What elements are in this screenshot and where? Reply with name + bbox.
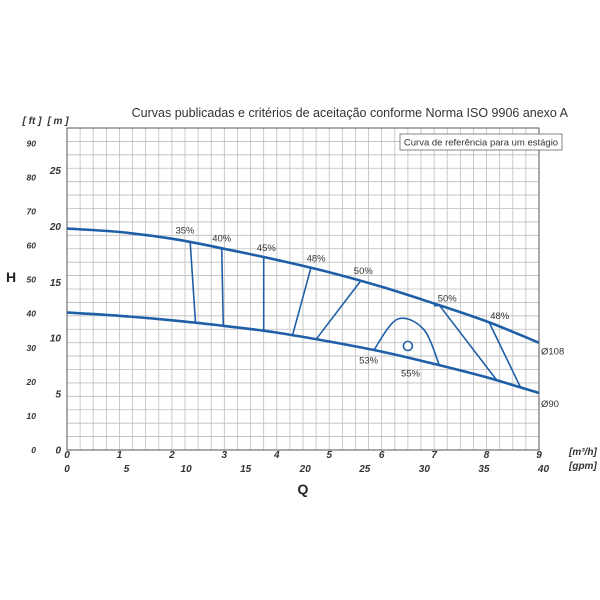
x-unit-m3h: [m³/h] [568, 447, 597, 458]
efficiency-line [315, 280, 362, 340]
x-tick-label-m3h: 4 [273, 450, 280, 461]
efficiency-line [488, 322, 522, 388]
chart-title: Curvas publicadas e critérios de aceitaç… [132, 106, 569, 120]
efficiency-line [189, 242, 197, 323]
plot-frame [66, 127, 540, 451]
legend-frame [399, 133, 563, 151]
y-tick-label-ft: 10 [27, 411, 37, 421]
legend-box: Curva de referência para um estágio [399, 133, 563, 151]
efficiency-line [220, 248, 225, 326]
y-tick-label-ft: 70 [27, 206, 37, 216]
efficiency-label: 48% [307, 253, 327, 264]
curve-d90 [66, 311, 540, 395]
y-unit-m: [ m ] [46, 116, 69, 127]
efficiency-lines [189, 242, 522, 388]
x-tick-label-gpm: 35 [478, 464, 490, 475]
x-tick-label-gpm: 15 [240, 464, 252, 475]
y-tick-label-ft: 90 [27, 138, 37, 148]
tick-labels: 0 1 2 3 4 5 6 7 8 90 5 10 15 20 25 30 35 4005101520250102… [26, 138, 550, 475]
x-tick-label-m3h: 1 [117, 450, 123, 461]
y-tick-label-ft: 80 [27, 172, 37, 182]
x-tick-label-gpm: 10 [181, 464, 193, 475]
y-tick-label-m: 10 [50, 334, 62, 345]
head-curves: Ø108 Ø90 [66, 227, 564, 410]
efficiency-label: 50% [354, 266, 374, 277]
x-tick-label-m3h: 2 [168, 450, 175, 461]
y-tick-label-m: 5 [55, 390, 61, 401]
efficiency-label: 50% [438, 293, 458, 304]
x-tick-label-m3h: 8 [484, 450, 490, 461]
efficiency-label: 45% [257, 243, 277, 254]
x-tick-label-gpm: 5 [124, 464, 130, 475]
efficiency-loop-55 [373, 317, 441, 366]
efficiency-label: 55% [401, 368, 421, 379]
efficiency-label: 40% [212, 234, 232, 245]
x-tick-label-m3h: 0 [64, 450, 70, 461]
y-tick-label-m: 20 [49, 222, 62, 233]
x-tick-label-m3h: 7 [431, 450, 437, 461]
x-tick-label-gpm: 30 [419, 464, 431, 475]
y-tick-label-ft: 50 [27, 275, 37, 285]
y-tick-label-ft: 0 [31, 445, 36, 455]
x-tick-label-m3h: 5 [326, 450, 332, 461]
y-tick-label-ft: 20 [26, 377, 37, 387]
y-tick-label-m: 0 [55, 446, 61, 457]
series-label-d108: Ø108 [541, 347, 564, 358]
x-tick-label-gpm: 20 [299, 464, 312, 475]
x-unit-gpm: [gpm] [568, 461, 597, 472]
y-unit-ft: [ ft ] [22, 116, 43, 127]
efficiency-label: 48% [490, 311, 510, 322]
x-tick-label-m3h: 6 [379, 450, 385, 461]
x-tick-label-gpm: 40 [537, 464, 550, 475]
legend-label: Curva de referência para um estágio [404, 138, 558, 149]
y-tick-label-m: 15 [50, 278, 62, 289]
efficiency-line [291, 267, 312, 336]
efficiency-label: 35% [175, 225, 195, 236]
x-tick-label-m3h: 9 [536, 450, 542, 461]
efficiency-labels: 35% 40% 45% 48% 50% 53% 55% 50% 48% [175, 225, 509, 379]
x-tick-label-m3h: 3 [222, 450, 228, 461]
grid [67, 128, 539, 450]
x-axis-label: Q [298, 481, 309, 497]
y-tick-label-ft: 30 [27, 343, 37, 353]
efficiency-point-marker [402, 340, 414, 352]
y-axis-label: H [6, 269, 16, 285]
x-tick-label-gpm: 25 [358, 464, 371, 475]
series-label-d90: Ø90 [541, 399, 559, 410]
y-tick-label-m: 25 [49, 166, 62, 177]
x-tick-label-gpm: 0 [64, 464, 70, 475]
curve-d108 [66, 227, 540, 344]
efficiency-label: 53% [359, 356, 379, 367]
y-tick-label-ft: 40 [26, 309, 37, 319]
efficiency-line [438, 304, 498, 381]
y-tick-label-ft: 60 [27, 241, 37, 251]
